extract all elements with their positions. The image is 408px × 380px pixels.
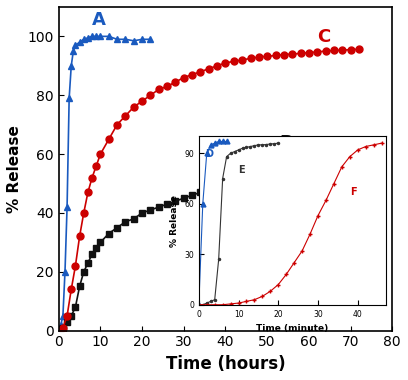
Text: B: B — [280, 134, 293, 152]
Y-axis label: % Release: % Release — [7, 125, 22, 213]
Text: A: A — [92, 11, 106, 28]
X-axis label: Time (hours): Time (hours) — [166, 355, 285, 373]
Text: C: C — [317, 28, 330, 46]
